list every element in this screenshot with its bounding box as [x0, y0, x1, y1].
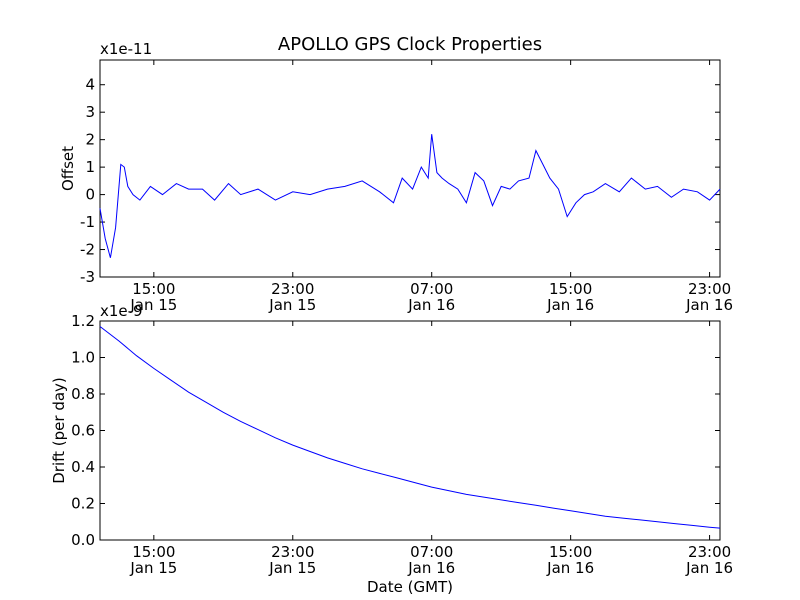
- drift-xtick-time-label: 07:00: [410, 543, 453, 561]
- drift-xtick-date-label: Jan 15: [268, 559, 316, 577]
- offset-ytick-label: -1: [80, 213, 95, 231]
- offset-xtick-time-label: 15:00: [132, 280, 175, 298]
- offset-ytick-label: 2: [85, 131, 95, 149]
- offset-xtick-time-label: 07:00: [410, 280, 453, 298]
- offset-xtick-time-label: 23:00: [271, 280, 314, 298]
- drift-ytick-label: 0.2: [71, 495, 95, 513]
- offset-ytick-label: 3: [85, 103, 95, 121]
- offset-xtick-time-label: 23:00: [688, 280, 731, 298]
- offset-scale-label: x1e-11: [100, 40, 152, 58]
- offset-axes-frame: [99, 59, 721, 278]
- offset-ytick-label: 1: [85, 158, 95, 176]
- offset-marks: [99, 134, 721, 258]
- drift-xtick-time-label: 23:00: [688, 543, 731, 561]
- offset-xtick-date-label: Jan 16: [407, 296, 455, 314]
- offset-xtick-time-label: 15:00: [549, 280, 592, 298]
- drift-xtick-date-label: Jan 16: [407, 559, 455, 577]
- offset-xtick-date-label: Jan 16: [546, 296, 594, 314]
- figure-title: APOLLO GPS Clock Properties: [278, 34, 542, 55]
- drift-ylabel: Drift (per day): [50, 377, 68, 484]
- offset-ytick-label: -3: [80, 268, 95, 286]
- drift-xtick-date-label: Jan 16: [546, 559, 594, 577]
- offset-xtick-date-label: Jan 15: [268, 296, 316, 314]
- drift-axes-frame: [99, 320, 721, 541]
- offset-xtick-date-label: Jan 16: [685, 296, 733, 314]
- offset-ylabel: Offset: [59, 146, 77, 191]
- drift-ytick-label: 1.2: [71, 312, 95, 330]
- drift-scale-label: x1e-9: [100, 302, 143, 320]
- drift-xtick-time-label: 15:00: [549, 543, 592, 561]
- offset-series-line: [99, 134, 721, 258]
- x-axis-label: Date (GMT): [367, 578, 453, 596]
- drift-ytick-label: 0.6: [71, 422, 95, 440]
- drift-series-line: [99, 326, 721, 529]
- drift-ytick-label: 0.8: [71, 385, 95, 403]
- drift-ytick-label: 1.0: [71, 349, 95, 367]
- offset-ytick-label: -2: [80, 241, 95, 259]
- drift-ytick-label: 0.0: [71, 531, 95, 549]
- drift-xtick-date-label: Jan 16: [685, 559, 733, 577]
- drift-xtick-time-label: 15:00: [132, 543, 175, 561]
- drift-xtick-time-label: 23:00: [271, 543, 314, 561]
- drift-panel: x1e-9 Drift (per day) 0.0 0.2 0.4 0.6 0.8 1.0…: [50, 302, 733, 577]
- drift-ytick-label: 0.4: [71, 458, 95, 476]
- offset-ytick-label: 4: [85, 76, 95, 94]
- offset-ytick-label: 0: [85, 186, 95, 204]
- drift-marks: [99, 326, 721, 529]
- drift-xtick-date-label: Jan 15: [129, 559, 177, 577]
- offset-xtick-date-label: Jan 15: [129, 296, 177, 314]
